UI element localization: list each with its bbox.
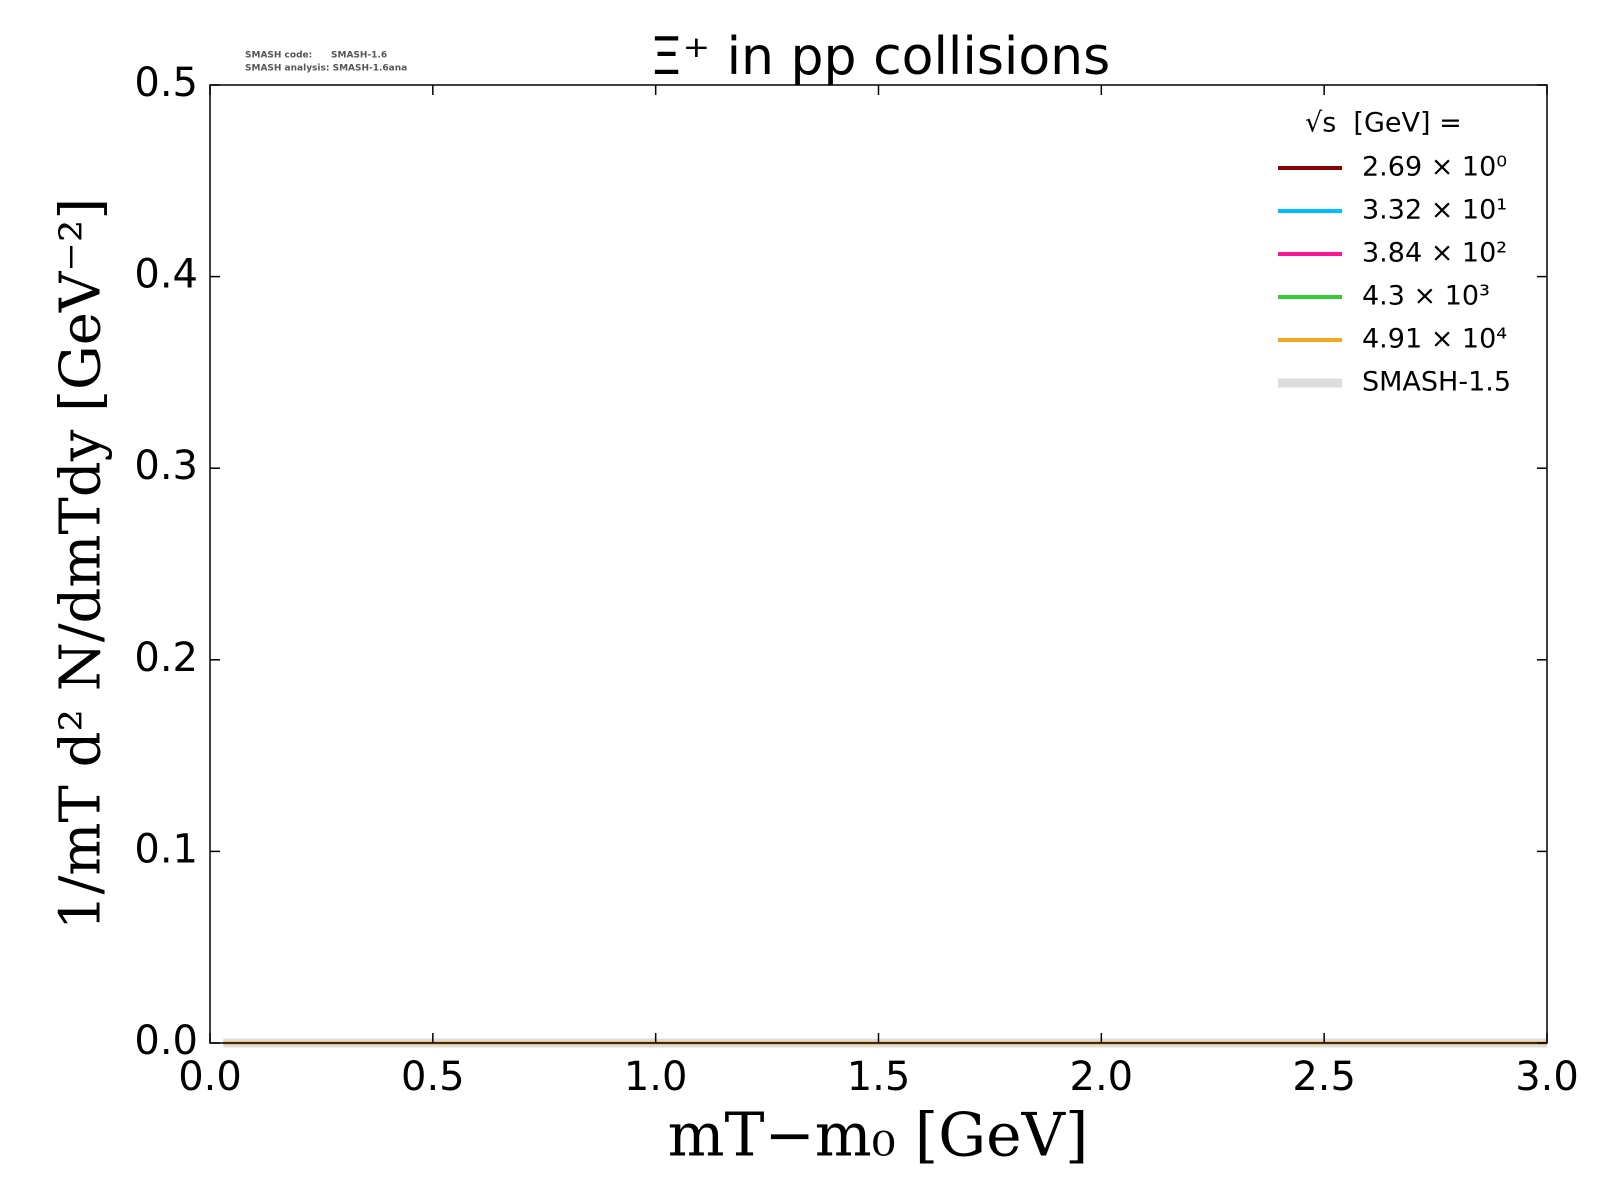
y-tick-label: 0.1 [134,826,198,872]
axes-frame [209,84,1548,1044]
x-tick-label: 2.0 [1070,1054,1134,1100]
y-tick-label: 0.4 [134,252,198,298]
x-tick-label: 3.0 [1515,1054,1579,1100]
legend-label: 4.91 × 10⁴ [1362,324,1507,355]
annotation: SMASH analysis: SMASH-1.6ana [245,64,407,74]
legend-label: 2.69 × 10⁰ [1362,152,1507,183]
x-tick-label: 0.0 [178,1054,242,1100]
legend-title: √s [GeV] = [1305,108,1462,139]
legend-label: 3.84 × 10² [1362,238,1507,269]
y-tick-label: 0.3 [134,443,198,489]
x-axis-label: mT−m₀ [GeV] [668,1101,1089,1171]
x-tick-label: 2.5 [1292,1054,1356,1100]
y-tick-label: 0.0 [134,1018,198,1064]
x-tick-label: 1.5 [847,1054,911,1100]
annotation: SMASH code: SMASH-1.6 [245,51,387,61]
y-tick-label: 0.2 [134,635,198,681]
legend-label: 4.3 × 10³ [1362,281,1490,312]
x-tick-label: 1.0 [624,1054,688,1100]
x-tick-label: 0.5 [401,1054,465,1100]
legend-label: SMASH-1.5 [1362,367,1511,398]
y-axis-label: 1/mT d² N/dmTdy [GeV⁻²] [49,198,114,930]
chart-title: Ξ⁺ in pp collisions [650,27,1110,87]
legend-label: 3.32 × 10¹ [1362,195,1507,226]
y-tick-label: 0.5 [134,60,198,106]
